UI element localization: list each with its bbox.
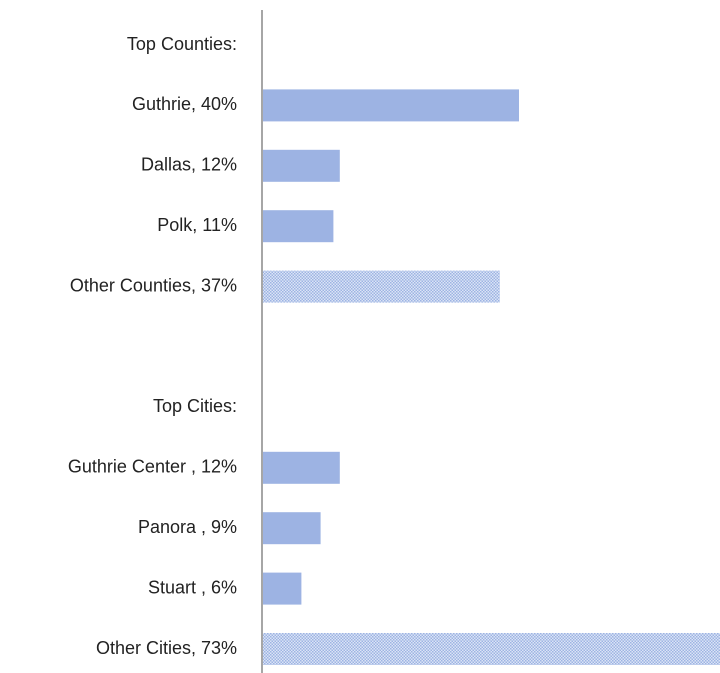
bar bbox=[263, 572, 302, 605]
bar bbox=[263, 633, 720, 665]
category-label: Guthrie, 40% bbox=[132, 94, 237, 114]
bar bbox=[263, 89, 519, 122]
category-label: Other Counties, 37% bbox=[70, 275, 237, 295]
category-label: Polk, 11% bbox=[157, 215, 237, 235]
category-label: Top Cities: bbox=[153, 396, 237, 416]
category-label: Panora , 9% bbox=[138, 517, 237, 537]
bar bbox=[263, 149, 340, 182]
category-label: Other Cities, 73% bbox=[96, 638, 237, 658]
category-label: Dallas, 12% bbox=[141, 155, 237, 175]
category-label: Top Counties: bbox=[127, 34, 237, 54]
bar bbox=[263, 512, 321, 545]
bar bbox=[263, 451, 340, 484]
category-label: Guthrie Center , 12% bbox=[68, 457, 237, 477]
category-label: Stuart , 6% bbox=[148, 577, 237, 597]
bar bbox=[263, 210, 334, 243]
bar bbox=[263, 270, 500, 303]
